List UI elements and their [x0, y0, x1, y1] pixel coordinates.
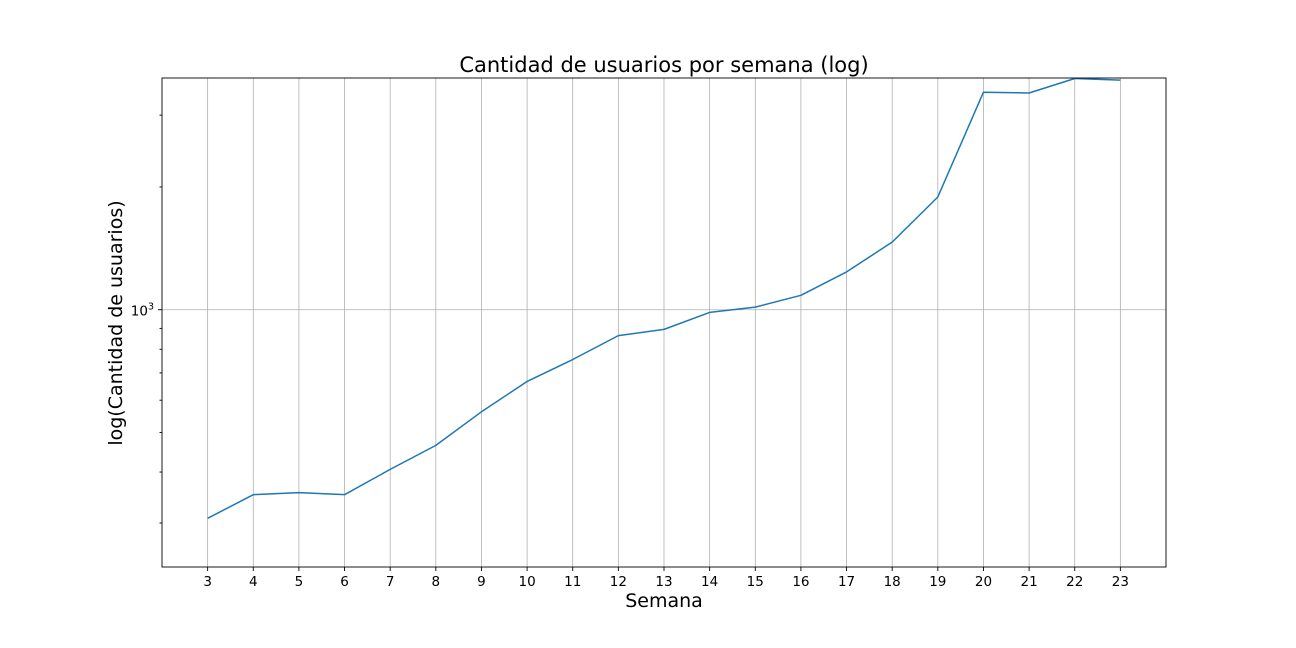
series-layer [207, 77, 1121, 519]
x-tick-label: 5 [295, 574, 304, 590]
x-tick-label: 11 [564, 574, 581, 590]
x-tick-label: 12 [610, 574, 627, 590]
y-ticks: 103 [131, 114, 162, 524]
y-tick-label: 103 [131, 302, 154, 320]
x-tick-label: 22 [1066, 574, 1083, 590]
x-tick-label: 21 [1020, 574, 1037, 590]
x-tick-label: 18 [884, 574, 901, 590]
x-tick-label: 20 [975, 574, 992, 590]
x-tick-label: 19 [929, 574, 946, 590]
x-tick-label: 8 [432, 574, 441, 590]
x-tick-label: 23 [1112, 574, 1129, 590]
x-tick-label: 10 [518, 574, 535, 590]
x-tick-label: 17 [838, 574, 855, 590]
x-tick-label: 4 [249, 574, 258, 590]
x-axis-label: Semana [625, 590, 703, 612]
x-tick-label: 6 [340, 574, 349, 590]
grid-layer [162, 78, 1166, 567]
x-tick-label: 7 [386, 574, 395, 590]
x-tick-label: 3 [203, 574, 212, 590]
chart-title: Cantidad de usuarios por semana (log) [459, 53, 868, 77]
x-tick-label: 16 [792, 574, 809, 590]
series-line [207, 77, 1121, 519]
x-tick-label: 15 [747, 574, 764, 590]
x-tick-label: 14 [701, 574, 718, 590]
x-tick-label: 9 [477, 574, 486, 590]
x-ticks: 3 4 5 6 7 8 9 10 11 12 13 14 15 16 17 18 19 20 21 22 23 [203, 567, 1129, 590]
x-tick-label: 13 [655, 574, 672, 590]
y-axis-label: log(Cantidad de usuarios) [105, 200, 127, 445]
